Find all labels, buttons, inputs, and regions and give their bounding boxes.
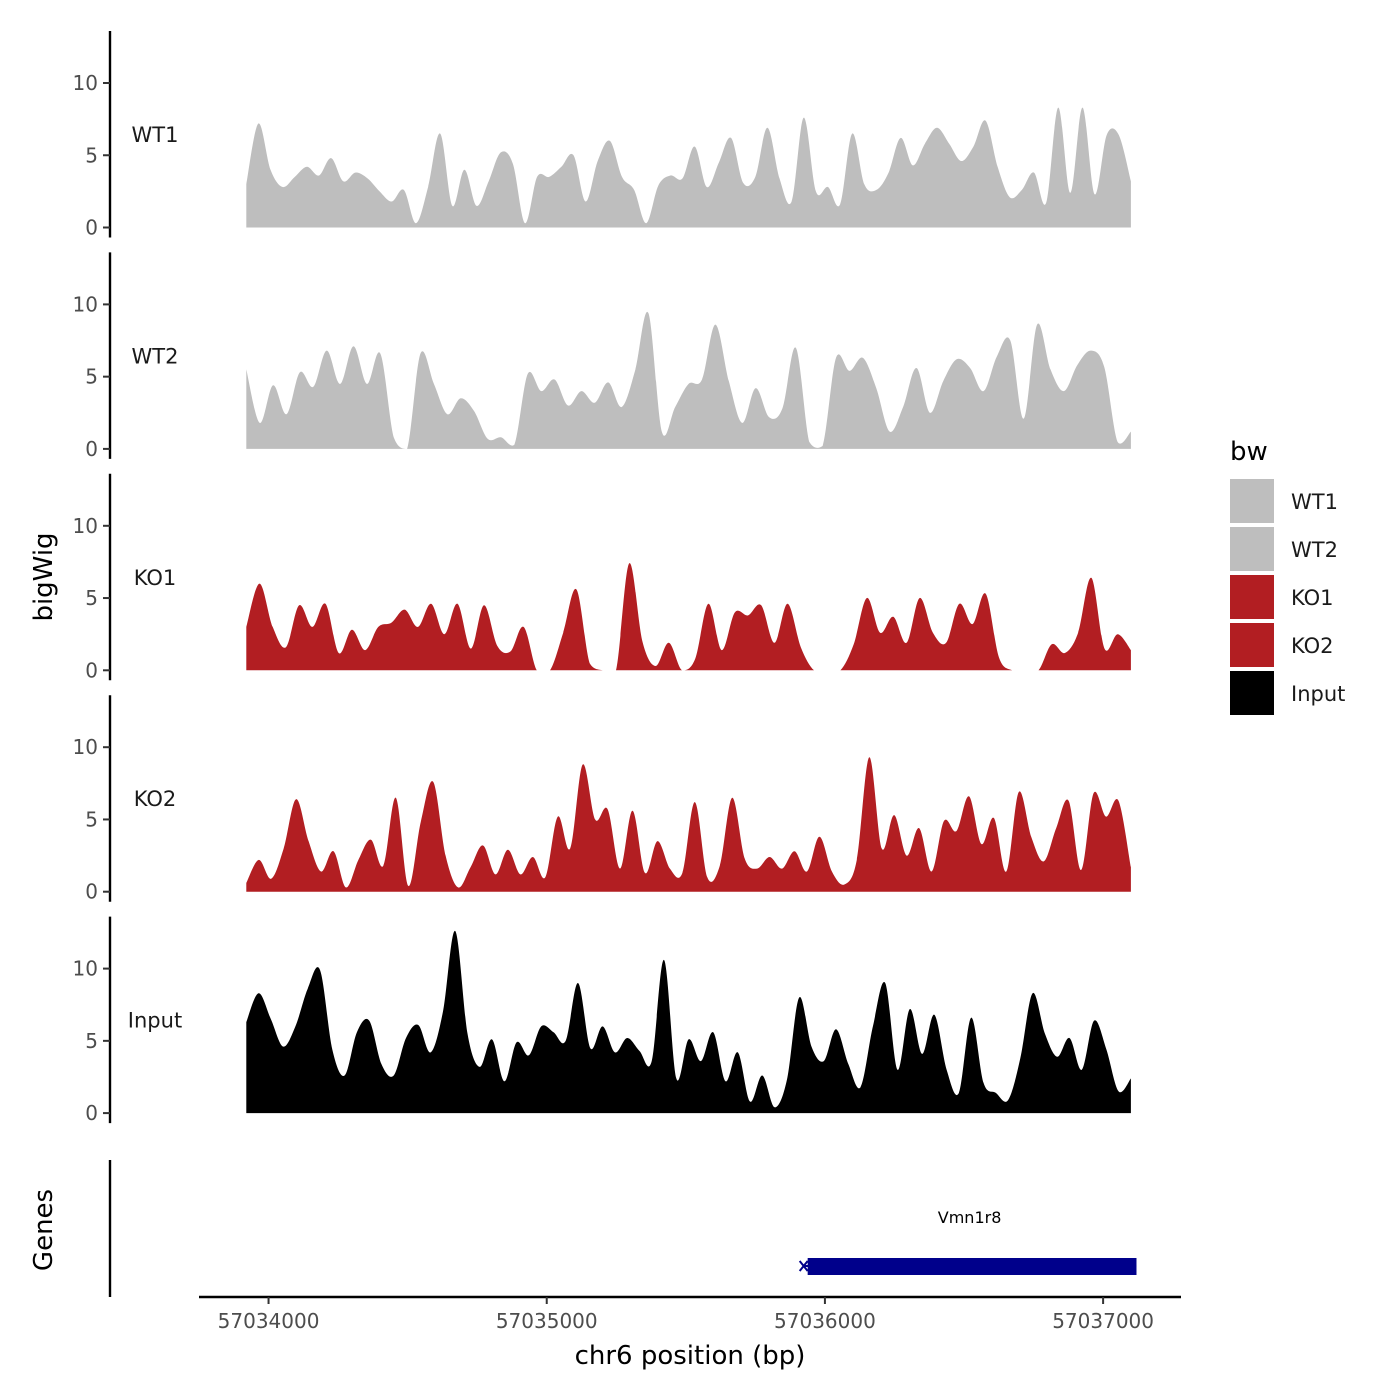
track-label: KO2 <box>134 787 177 811</box>
legend-label: Input <box>1291 682 1345 706</box>
legend-item-wt1: WT1 <box>1230 479 1338 523</box>
y-tick-label: 0 <box>85 1101 98 1125</box>
legend-swatch <box>1230 671 1274 715</box>
x-tick-label: 57036000 <box>774 1309 876 1333</box>
y-tick-label: 10 <box>73 735 98 759</box>
legend-swatch <box>1230 623 1274 667</box>
legend-label: WT1 <box>1291 490 1338 514</box>
legend-label: KO1 <box>1291 586 1334 610</box>
track-ko2: 0 5 10 KO2 <box>73 695 1131 904</box>
y-tick-label: 0 <box>85 658 98 682</box>
y-tick-label: 0 <box>85 437 98 461</box>
legend-label: KO2 <box>1291 634 1334 658</box>
legend-swatch <box>1230 479 1274 523</box>
gene-exon <box>807 1258 1137 1275</box>
legend-label: WT2 <box>1291 538 1338 562</box>
strand-arrow-icon <box>798 1260 809 1272</box>
track-wt1: 0 5 10 WT1 <box>73 31 1131 240</box>
genes-panel: Vmn1r8 <box>108 1160 1137 1297</box>
track-input: 0 5 10 Input <box>73 916 1131 1125</box>
coverage-area-input <box>246 930 1131 1114</box>
gene-vmn1r8: Vmn1r8 <box>798 1208 1137 1275</box>
y-axis-title: bigWig <box>29 532 59 621</box>
legend: bw WT1 WT2 KO1 KO2 Input <box>1230 437 1345 715</box>
legend-item-input: Input <box>1230 671 1345 715</box>
y-tick-label: 5 <box>85 1029 98 1053</box>
y-tick-label: 0 <box>85 880 98 904</box>
y-tick-label: 0 <box>85 216 98 240</box>
track-ko1: 0 5 10 KO1 <box>73 473 1131 682</box>
track-label: Input <box>128 1009 182 1033</box>
legend-title: bw <box>1230 437 1268 467</box>
legend-item-ko1: KO1 <box>1230 575 1334 619</box>
genes-axis-title: Genes <box>29 1189 59 1271</box>
y-tick-label: 10 <box>73 957 98 981</box>
coverage-area-ko1 <box>246 563 1131 671</box>
legend-swatch <box>1230 527 1274 571</box>
legend-entries: WT1 WT2 KO1 KO2 Input <box>1230 479 1345 715</box>
track-wt2: 0 5 10 WT2 <box>73 252 1131 461</box>
track-panels: 0 5 10 WT1 0 5 10 WT2 0 5 10 KO1 0 5 10 KO2 0 5 10 Input <box>73 31 1131 1125</box>
y-tick-label: 10 <box>73 292 98 316</box>
x-tick-label: 57034000 <box>218 1309 320 1333</box>
y-tick-label: 10 <box>73 514 98 538</box>
legend-item-ko2: KO2 <box>1230 623 1334 667</box>
coverage-area-ko2 <box>246 757 1131 892</box>
track-label: KO1 <box>134 566 177 590</box>
coverage-area-wt1 <box>246 107 1131 228</box>
track-label: WT1 <box>132 123 179 147</box>
y-tick-label: 5 <box>85 365 98 389</box>
gene-name-label: Vmn1r8 <box>938 1208 1002 1227</box>
x-axis: 57034000 57035000 57036000 57037000 <box>199 1295 1181 1333</box>
coverage-area-wt2 <box>246 311 1131 449</box>
x-tick-label: 57037000 <box>1052 1309 1154 1333</box>
y-tick-label: 5 <box>85 586 98 610</box>
legend-swatch <box>1230 575 1274 619</box>
x-tick-label: 57035000 <box>496 1309 598 1333</box>
y-tick-label: 5 <box>85 143 98 167</box>
track-label: WT2 <box>132 344 179 368</box>
legend-item-wt2: WT2 <box>1230 527 1338 571</box>
y-tick-label: 10 <box>73 71 98 95</box>
x-axis-title: chr6 position (bp) <box>575 1341 806 1371</box>
y-tick-label: 5 <box>85 807 98 831</box>
